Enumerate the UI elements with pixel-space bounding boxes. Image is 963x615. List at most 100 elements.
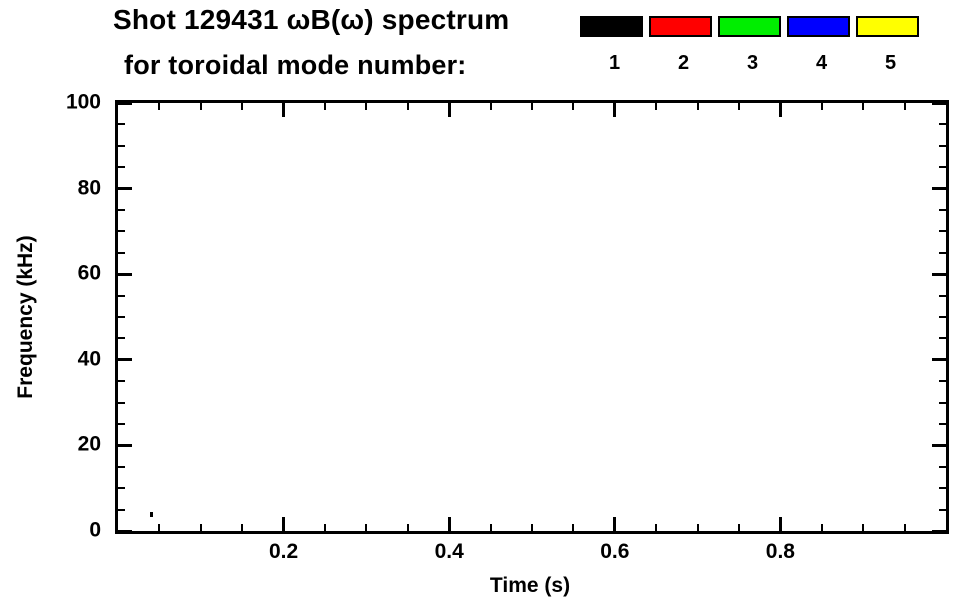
tick-mark — [862, 524, 865, 531]
tick-mark — [932, 187, 946, 191]
legend-swatch-1 — [580, 16, 643, 37]
tick-mark — [118, 529, 132, 533]
tick-mark — [738, 103, 740, 110]
tick-mark — [696, 524, 699, 531]
tick-mark — [939, 123, 946, 126]
tick-mark — [447, 103, 451, 117]
tick-mark — [406, 524, 409, 531]
x-tick-label-0.8: 0.8 — [765, 540, 795, 563]
tick-mark — [118, 166, 125, 169]
tick-mark — [118, 358, 132, 362]
legend-label-1: 1 — [608, 52, 621, 74]
tick-mark — [939, 294, 946, 297]
tick-mark — [696, 103, 699, 110]
y-tick-label-60: 60 — [77, 261, 101, 285]
legend-label-2: 2 — [677, 52, 690, 74]
y-tick-label-80: 80 — [77, 176, 101, 200]
legend-label-3: 3 — [746, 52, 759, 74]
legend: 1 2 3 4 5 — [580, 16, 925, 75]
tick-mark — [939, 423, 946, 425]
tick-mark — [939, 144, 946, 147]
tick-mark — [778, 103, 782, 117]
tick-mark — [939, 487, 946, 490]
tick-mark — [932, 272, 946, 276]
x-axis-title: Time (s) — [489, 574, 571, 597]
tick-mark — [118, 337, 125, 340]
tick-mark — [903, 524, 906, 531]
legend-swatch-5 — [856, 16, 919, 37]
tick-mark — [820, 524, 823, 531]
tick-mark — [241, 524, 244, 531]
y-tick-label-100: 100 — [65, 90, 101, 114]
tick-mark — [939, 209, 946, 211]
y-tick-label-40: 40 — [77, 347, 101, 371]
tick-mark — [118, 423, 125, 425]
tick-mark — [489, 524, 492, 531]
tick-mark — [118, 380, 125, 383]
tick-mark — [118, 508, 125, 511]
tick-mark — [118, 144, 125, 147]
tick-mark — [118, 465, 125, 468]
tick-mark — [324, 103, 326, 110]
tick-mark — [282, 103, 286, 117]
tick-mark — [406, 103, 409, 110]
tick-mark — [939, 380, 946, 383]
tick-mark — [158, 103, 161, 110]
tick-mark — [932, 443, 946, 447]
tick-mark — [862, 103, 865, 110]
tick-mark — [572, 103, 575, 110]
tick-mark — [118, 443, 132, 447]
tick-mark — [118, 401, 125, 404]
legend-swatch-row — [580, 16, 925, 37]
plot-area — [115, 100, 949, 534]
tick-mark — [778, 517, 782, 531]
tick-mark — [738, 524, 740, 531]
tick-mark — [939, 251, 946, 254]
legend-swatch-4 — [787, 16, 850, 37]
y-tick-labels: 0 20 40 60 80 100 — [0, 91, 107, 542]
tick-mark — [613, 103, 617, 117]
tick-mark — [447, 517, 451, 531]
tick-mark — [118, 101, 132, 105]
tick-mark — [820, 103, 823, 110]
tick-mark — [903, 103, 906, 110]
tick-mark — [118, 294, 125, 297]
tick-mark — [489, 103, 492, 110]
y-tick-label-20: 20 — [77, 432, 101, 456]
tick-mark — [531, 103, 533, 110]
legend-label-row: 1 2 3 4 5 — [580, 52, 925, 75]
x-tick-label-0.2: 0.2 — [268, 540, 299, 563]
legend-label-5: 5 — [884, 52, 897, 74]
tick-mark — [655, 103, 658, 110]
tick-mark — [939, 337, 946, 340]
tick-mark — [939, 465, 946, 468]
tick-mark — [118, 123, 125, 126]
tick-mark — [932, 358, 946, 362]
tick-mark — [199, 103, 202, 110]
x-tick-label-0.4: 0.4 — [434, 540, 464, 563]
legend-swatch-2 — [649, 16, 712, 37]
tick-mark — [939, 230, 946, 233]
tick-mark — [939, 508, 946, 511]
tick-mark — [613, 517, 617, 531]
tick-mark — [939, 166, 946, 169]
chart-title-line1: Shot 129431 ωB(ω) spectrum — [113, 4, 510, 35]
tick-mark — [365, 524, 368, 531]
tick-mark — [939, 316, 946, 318]
tick-mark — [118, 251, 125, 254]
tick-mark — [939, 401, 946, 404]
x-tick-label-0.6: 0.6 — [600, 540, 630, 563]
tick-mark — [531, 524, 533, 531]
tick-mark — [158, 524, 161, 531]
tick-mark — [572, 524, 575, 531]
data-mark — [150, 511, 154, 517]
tick-mark — [932, 529, 946, 533]
tick-mark — [241, 103, 244, 110]
tick-mark — [118, 230, 125, 233]
legend-label-4: 4 — [815, 52, 828, 74]
tick-mark — [365, 103, 368, 110]
x-tick-labels: 0.2 0.4 0.6 0.8 — [118, 540, 946, 568]
tick-mark — [199, 524, 202, 531]
tick-mark — [655, 524, 658, 531]
